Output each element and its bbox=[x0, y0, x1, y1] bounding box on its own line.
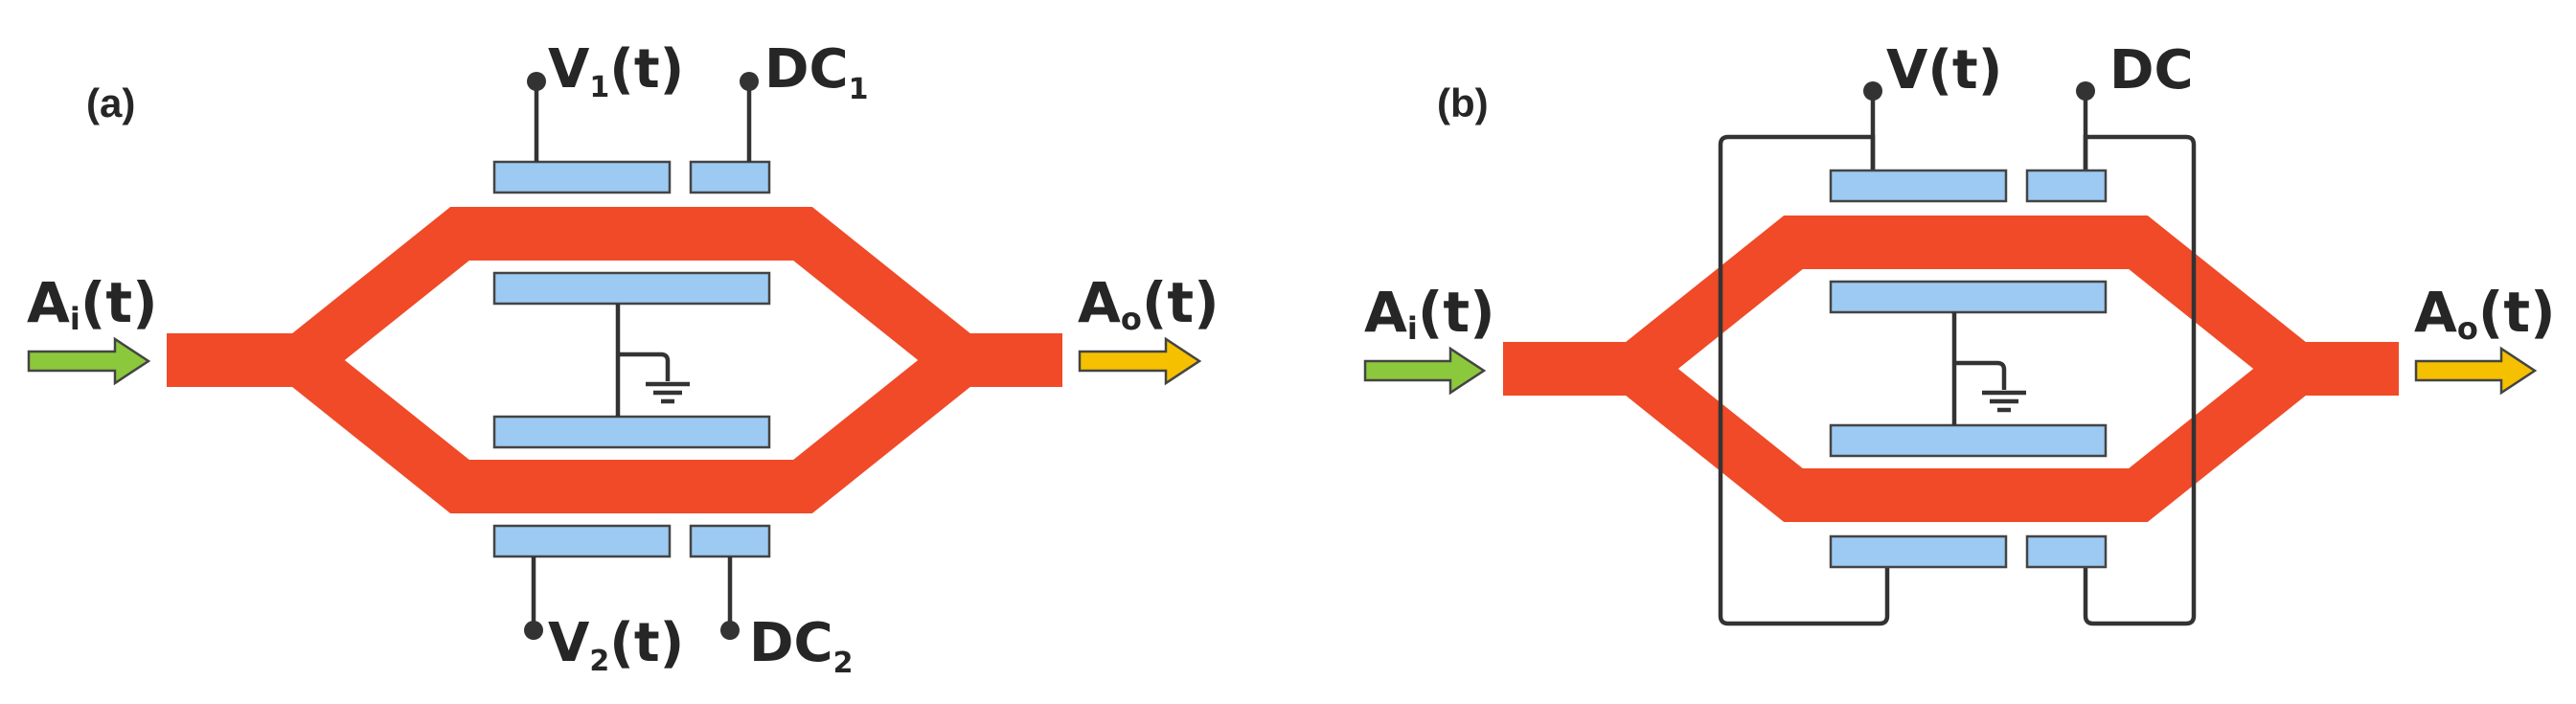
panel-b-bottom-dc-electrode bbox=[2025, 534, 2108, 569]
panel-a-center-electrode-lower bbox=[492, 415, 771, 449]
panel-b-center-electrode-upper bbox=[1829, 280, 2108, 314]
panel-b-output-label: Ao(t) bbox=[2414, 280, 2556, 347]
panel-b-rf-crossover-wire bbox=[1718, 134, 1890, 626]
panel-a-input-arrow bbox=[27, 336, 151, 386]
panel-b-v-label: V(t) bbox=[1886, 39, 2002, 102]
panel-a-v2-label: V2(t) bbox=[548, 612, 684, 678]
panel-a-bottom-rf-electrode bbox=[492, 524, 672, 558]
panel-a-v1-terminal bbox=[527, 72, 546, 91]
panel-a-ground-icon bbox=[618, 352, 690, 404]
panel-b-ground-icon bbox=[1954, 360, 2026, 413]
panel-a-v1-label: V1(t) bbox=[548, 38, 684, 104]
panel-b-v-terminal bbox=[1863, 81, 1882, 101]
panel-b-tag: (b) bbox=[1437, 80, 1489, 125]
panel-a: (a) Ai(t) Ao(t) V1(t) DC1 bbox=[27, 38, 1220, 680]
panel-a-output-arrow bbox=[1078, 336, 1202, 386]
panel-a-input-label: Ai(t) bbox=[27, 270, 158, 337]
panel-a-v2-terminal bbox=[524, 621, 543, 640]
panel-b: (b) Ai(t) Ao(t) V(t) DC bbox=[1363, 39, 2556, 626]
panel-b-top-rf-electrode bbox=[1829, 169, 2008, 203]
panel-b-input-arrow bbox=[1363, 346, 1487, 396]
panel-b-center-electrode-lower bbox=[1829, 423, 2108, 458]
panel-a-top-rf-electrode bbox=[492, 160, 672, 194]
panel-b-dc-label: DC bbox=[2109, 39, 2194, 102]
panel-a-center-electrode-upper bbox=[492, 271, 771, 306]
panel-b-dc-crossover-wire bbox=[2083, 134, 2197, 626]
panel-b-dc-terminal bbox=[2076, 81, 2095, 101]
panel-b-waveguide-lower-arm bbox=[1503, 342, 2399, 522]
panel-a-dc1-label: DC1 bbox=[764, 38, 868, 106]
panel-a-bottom-dc-electrode bbox=[689, 524, 771, 558]
panel-b-input-label: Ai(t) bbox=[1364, 280, 1495, 347]
panel-a-top-dc-electrode bbox=[689, 160, 771, 194]
panel-a-tag: (a) bbox=[86, 80, 135, 125]
panel-b-top-dc-electrode bbox=[2025, 169, 2108, 203]
panel-b-bottom-rf-electrode bbox=[1829, 534, 2008, 569]
panel-a-dc2-terminal bbox=[720, 621, 740, 640]
panel-a-waveguide-lower-arm bbox=[167, 333, 1062, 513]
panel-b-output-arrow bbox=[2414, 346, 2538, 396]
panel-a-output-label: Ao(t) bbox=[1078, 270, 1220, 337]
panel-a-dc2-label: DC2 bbox=[749, 612, 853, 680]
panel-a-dc1-terminal bbox=[740, 72, 759, 91]
